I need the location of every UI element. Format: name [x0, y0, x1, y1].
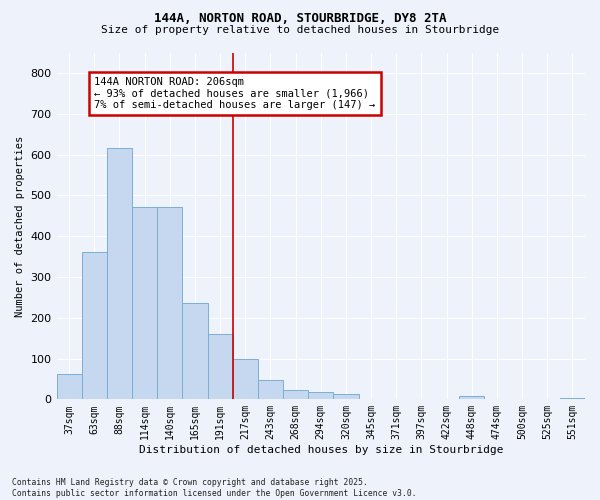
Bar [535, 398, 560, 400]
Bar [484, 398, 509, 400]
Bar [383, 398, 409, 400]
Bar [233, 358, 258, 400]
Bar [182, 302, 208, 400]
Bar [359, 398, 383, 400]
Bar [56, 374, 82, 400]
Bar [157, 206, 182, 400]
X-axis label: Distribution of detached houses by size in Stourbridge: Distribution of detached houses by size … [139, 445, 503, 455]
Bar [107, 148, 132, 400]
Bar [283, 390, 308, 400]
Bar [409, 398, 434, 400]
Bar [132, 206, 157, 400]
Bar [208, 334, 233, 400]
Y-axis label: Number of detached properties: Number of detached properties [15, 136, 25, 316]
Bar [82, 252, 107, 400]
Text: Size of property relative to detached houses in Stourbridge: Size of property relative to detached ho… [101, 25, 499, 35]
Bar [560, 398, 585, 400]
Text: 144A, NORTON ROAD, STOURBRIDGE, DY8 2TA: 144A, NORTON ROAD, STOURBRIDGE, DY8 2TA [154, 12, 446, 26]
Bar [308, 392, 334, 400]
Bar [509, 398, 535, 400]
Text: Contains HM Land Registry data © Crown copyright and database right 2025.
Contai: Contains HM Land Registry data © Crown c… [12, 478, 416, 498]
Bar [434, 398, 459, 400]
Bar [459, 396, 484, 400]
Bar [334, 394, 359, 400]
Text: 144A NORTON ROAD: 206sqm
← 93% of detached houses are smaller (1,966)
7% of semi: 144A NORTON ROAD: 206sqm ← 93% of detach… [94, 77, 376, 110]
Bar [258, 380, 283, 400]
